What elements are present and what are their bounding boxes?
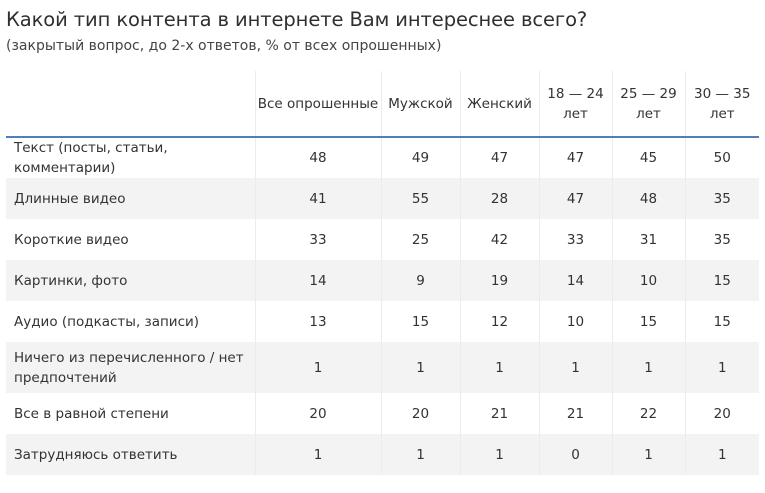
table-cell: 10 — [612, 260, 686, 301]
table-cell: 14 — [539, 260, 613, 301]
table-cell: 33 — [255, 219, 382, 260]
column-header: 25 — 29 лет — [612, 71, 686, 138]
table-cell: 1 — [381, 434, 461, 475]
table-cell: 1 — [612, 342, 686, 393]
table-cell: 1 — [255, 342, 382, 393]
column-header-label: 30 — 35 лет — [694, 85, 751, 122]
table-cell: 1 — [460, 342, 540, 393]
table-cell: 48 — [612, 178, 686, 219]
table-cell: 48 — [255, 137, 382, 178]
table-cell: 55 — [381, 178, 461, 219]
column-header: Женский — [460, 71, 540, 138]
table-cell: 1 — [685, 434, 759, 475]
table-cell: 9 — [381, 260, 461, 301]
column-header-label: Мужской — [388, 95, 453, 112]
table-cell: 21 — [460, 393, 540, 434]
table-cell: 12 — [460, 301, 540, 342]
table-cell: 19 — [460, 260, 540, 301]
table-cell: 49 — [381, 137, 461, 178]
row-label: Затрудняюсь ответить — [6, 434, 256, 475]
table-row: Аудио (подкасты, записи) 13 15 12 10 15 15 — [6, 301, 759, 342]
table-cell: 45 — [612, 137, 686, 178]
table-cell: 47 — [539, 137, 613, 178]
column-header-label: Женский — [467, 95, 532, 112]
table-cell: 15 — [713, 313, 731, 330]
table-cell: 15 — [381, 301, 461, 342]
table-header-row: Все опрошенные Мужской Женский 18 — 24 л… — [6, 71, 759, 138]
row-label: Все в равной степени — [6, 393, 256, 434]
table-cell: 15 — [685, 260, 759, 301]
row-label: Длинные видео — [6, 178, 256, 219]
table-cell: 22 — [612, 393, 686, 434]
table-cell: 15 — [612, 301, 686, 342]
table-cell: 28 — [460, 178, 540, 219]
column-header-label: 18 — 24 лет — [547, 85, 604, 122]
table-cell: 47 — [539, 178, 613, 219]
table-row: Короткие видео 33 25 42 33 31 35 — [6, 219, 759, 260]
table-cell: 0 — [539, 434, 613, 475]
column-header-label: 25 — 29 лет — [620, 85, 677, 122]
table-cell: 42 — [460, 219, 540, 260]
survey-table: Все опрошенные Мужской Женский 18 — 24 л… — [6, 71, 759, 475]
table-cell: 1 — [539, 342, 613, 393]
table-cell: 10 — [539, 301, 613, 342]
row-label: Текст (посты, статьи, комментарии) — [6, 137, 256, 178]
table-cell: 20 — [713, 405, 731, 422]
table-cell: 1 — [612, 434, 686, 475]
column-header: Мужской — [381, 71, 461, 138]
column-header: Все опрошенные — [255, 71, 382, 138]
table-body: Текст (посты, статьи, комментарии) 48 49 47… — [6, 137, 759, 475]
row-label: Картинки, фото — [6, 260, 256, 301]
table-cell: 33 — [539, 219, 613, 260]
table-row: Длинные видео 41 55 28 47 48 35 — [6, 178, 759, 219]
table-cell: 35 — [713, 231, 731, 248]
table-cell: 25 — [381, 219, 461, 260]
row-label: Ничего из перечисленного / нет предпочте… — [6, 342, 256, 393]
table-cell: 21 — [539, 393, 613, 434]
header-corner — [6, 71, 256, 138]
table-cell: 13 — [255, 301, 382, 342]
table-cell: 35 — [685, 178, 759, 219]
row-label: Короткие видео — [6, 219, 256, 260]
row-label: Аудио (подкасты, записи) — [6, 301, 256, 342]
table-cell: 1 — [381, 342, 461, 393]
table-cell: 31 — [612, 219, 686, 260]
table-cell: 1 — [255, 434, 382, 475]
table-cell: 47 — [460, 137, 540, 178]
table-cell: 20 — [381, 393, 461, 434]
page-subtitle: (закрытый вопрос, до 2-х ответов, % от в… — [6, 38, 442, 54]
table-row: Ничего из перечисленного / нет предпочте… — [6, 342, 759, 393]
page-title: Какой тип контента в интернете Вам интер… — [6, 8, 588, 31]
table-cell: 1 — [685, 342, 759, 393]
table-row: Текст (посты, статьи, комментарии) 48 49 47… — [6, 137, 759, 178]
table-cell: 14 — [255, 260, 382, 301]
column-header-label: Все опрошенные — [257, 95, 379, 112]
table-cell: 1 — [460, 434, 540, 475]
table-cell: 20 — [255, 393, 382, 434]
column-header: 18 — 24 лет — [539, 71, 613, 138]
table-cell: 50 — [713, 150, 731, 166]
column-header: 30 — 35 лет — [685, 71, 759, 138]
table-row: Затрудняюсь ответить 1 1 1 0 1 1 — [6, 434, 759, 475]
table-cell: 41 — [255, 178, 382, 219]
table-row: Картинки, фото 14 9 19 14 10 15 — [6, 260, 759, 301]
table-row: Все в равной степени 20 20 21 21 22 20 — [6, 393, 759, 434]
